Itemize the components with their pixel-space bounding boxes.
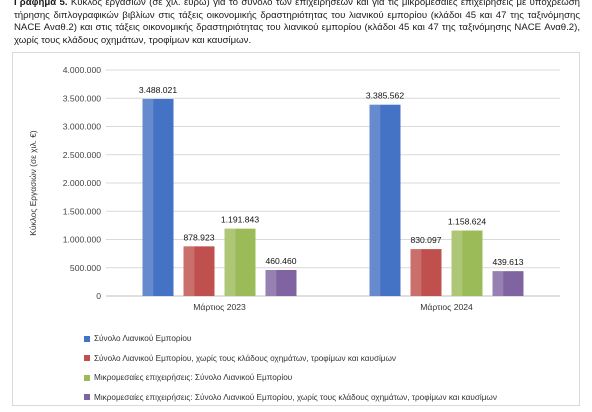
x-category-label: Μάρτιος 2023 xyxy=(193,302,246,312)
bar xyxy=(451,230,483,296)
legend-swatch xyxy=(84,394,90,401)
data-label: 3.385.562 xyxy=(366,91,404,101)
data-label: 3.488.021 xyxy=(139,85,177,95)
bar xyxy=(369,104,401,296)
bar xyxy=(224,228,256,296)
bar xyxy=(410,249,442,296)
chart-legend: Σύνολο Λιανικού Εμπορίου Σύνολο Λιανικού … xyxy=(84,329,497,407)
legend-swatch xyxy=(84,355,90,362)
bar-highlight xyxy=(265,269,277,296)
y-tick-label: 0 xyxy=(96,291,101,301)
caption-label: Γράφημα 5. xyxy=(14,0,68,8)
data-label: 1.191.843 xyxy=(221,215,259,225)
y-tick-label: 1.000.000 xyxy=(63,235,101,245)
data-label: 439.613 xyxy=(492,257,523,267)
data-label: 460.460 xyxy=(265,256,296,266)
x-category-label: Μάρτιος 2024 xyxy=(420,302,473,312)
caption-text: Κύκλος εργασιών (σε χιλ. ευρώ) για το σύ… xyxy=(14,0,580,46)
bar xyxy=(492,271,524,296)
legend-swatch xyxy=(84,374,90,381)
legend-label: Μικρομεσαίες επιχειρήσεις: Σύνολο Λιανικ… xyxy=(94,392,497,402)
data-label: 830.097 xyxy=(410,235,441,245)
bar-chart: 0 500.000 1.000.000 1.500.000 2.000.000 2.500… xyxy=(28,65,560,312)
legend-item: Μικρομεσαίες επιχειρήσεις: Σύνολο Λιανικ… xyxy=(84,368,497,388)
chart-caption: Γράφημα 5. Κύκλος εργασιών (σε χιλ. ευρώ… xyxy=(14,0,580,47)
y-tick-label: 4.000.000 xyxy=(63,65,101,75)
chart-frame xyxy=(12,52,580,406)
legend-swatch xyxy=(84,335,90,342)
bar-highlight xyxy=(183,246,195,296)
bar-highlight xyxy=(224,228,236,296)
y-axis-label: Κύκλος Εργασιών (σε χιλ. €) xyxy=(28,130,38,236)
y-tick-label: 3.500.000 xyxy=(63,93,101,103)
bar xyxy=(265,269,297,296)
y-tick-label: 3.000.000 xyxy=(63,122,101,132)
legend-label: Σύνολο Λιανικού Εμπορίου, χωρίς τους κλά… xyxy=(94,353,397,363)
legend-item: Μικρομεσαίες επιχειρήσεις: Σύνολο Λιανικ… xyxy=(84,388,497,408)
legend-label: Μικρομεσαίες επιχειρήσεις: Σύνολο Λιανικ… xyxy=(94,373,293,383)
y-tick-label: 2.500.000 xyxy=(63,150,101,160)
y-tick-label: 2.000.000 xyxy=(63,178,101,188)
bar-highlight xyxy=(492,271,504,296)
legend-label: Σύνολο Λιανικού Εμπορίου xyxy=(94,334,192,344)
data-label: 1.158.624 xyxy=(448,217,486,227)
y-tick-label: 1.500.000 xyxy=(63,206,101,216)
bar-highlight xyxy=(369,104,381,296)
y-tick-label: 500.000 xyxy=(70,263,101,273)
bar-highlight xyxy=(142,98,154,296)
data-label: 878.923 xyxy=(183,232,214,242)
bar xyxy=(142,98,174,296)
legend-item: Σύνολο Λιανικού Εμπορίου xyxy=(84,329,497,349)
bar-highlight xyxy=(410,249,422,296)
bar-highlight xyxy=(451,230,463,296)
legend-item: Σύνολο Λιανικού Εμπορίου, χωρίς τους κλά… xyxy=(84,349,497,369)
bar xyxy=(183,246,215,296)
